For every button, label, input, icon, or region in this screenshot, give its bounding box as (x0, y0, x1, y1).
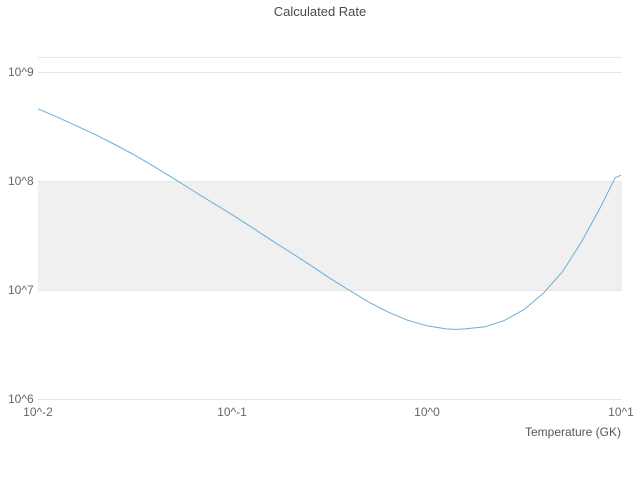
panel-top-border (38, 57, 622, 58)
highlight-band (38, 181, 622, 290)
y-tick-label-1e8: 10^8 (8, 174, 34, 188)
x-axis-label: Temperature (GK) (524, 425, 621, 439)
x-tick-label-1e-2: 10^-2 (23, 405, 53, 419)
gridline-1e6 (38, 399, 622, 400)
x-tick-label-1e-1: 10^-1 (217, 405, 247, 419)
plot-area (38, 57, 622, 402)
gridline-1e7 (38, 290, 622, 291)
x-tick-label-1e0: 10^0 (414, 405, 440, 419)
y-tick-label-1e9: 10^9 (8, 65, 34, 79)
line-series-svg (38, 108, 622, 330)
rate-line (38, 108, 622, 330)
y-tick-label-1e6: 10^6 (8, 392, 34, 406)
gridline-1e9 (38, 72, 622, 73)
x-tick-label-1e1: 10^1 (608, 405, 634, 419)
gridline-1e8 (38, 181, 622, 182)
chart-title: Calculated Rate (273, 4, 367, 19)
y-tick-label-1e7: 10^7 (8, 283, 34, 297)
